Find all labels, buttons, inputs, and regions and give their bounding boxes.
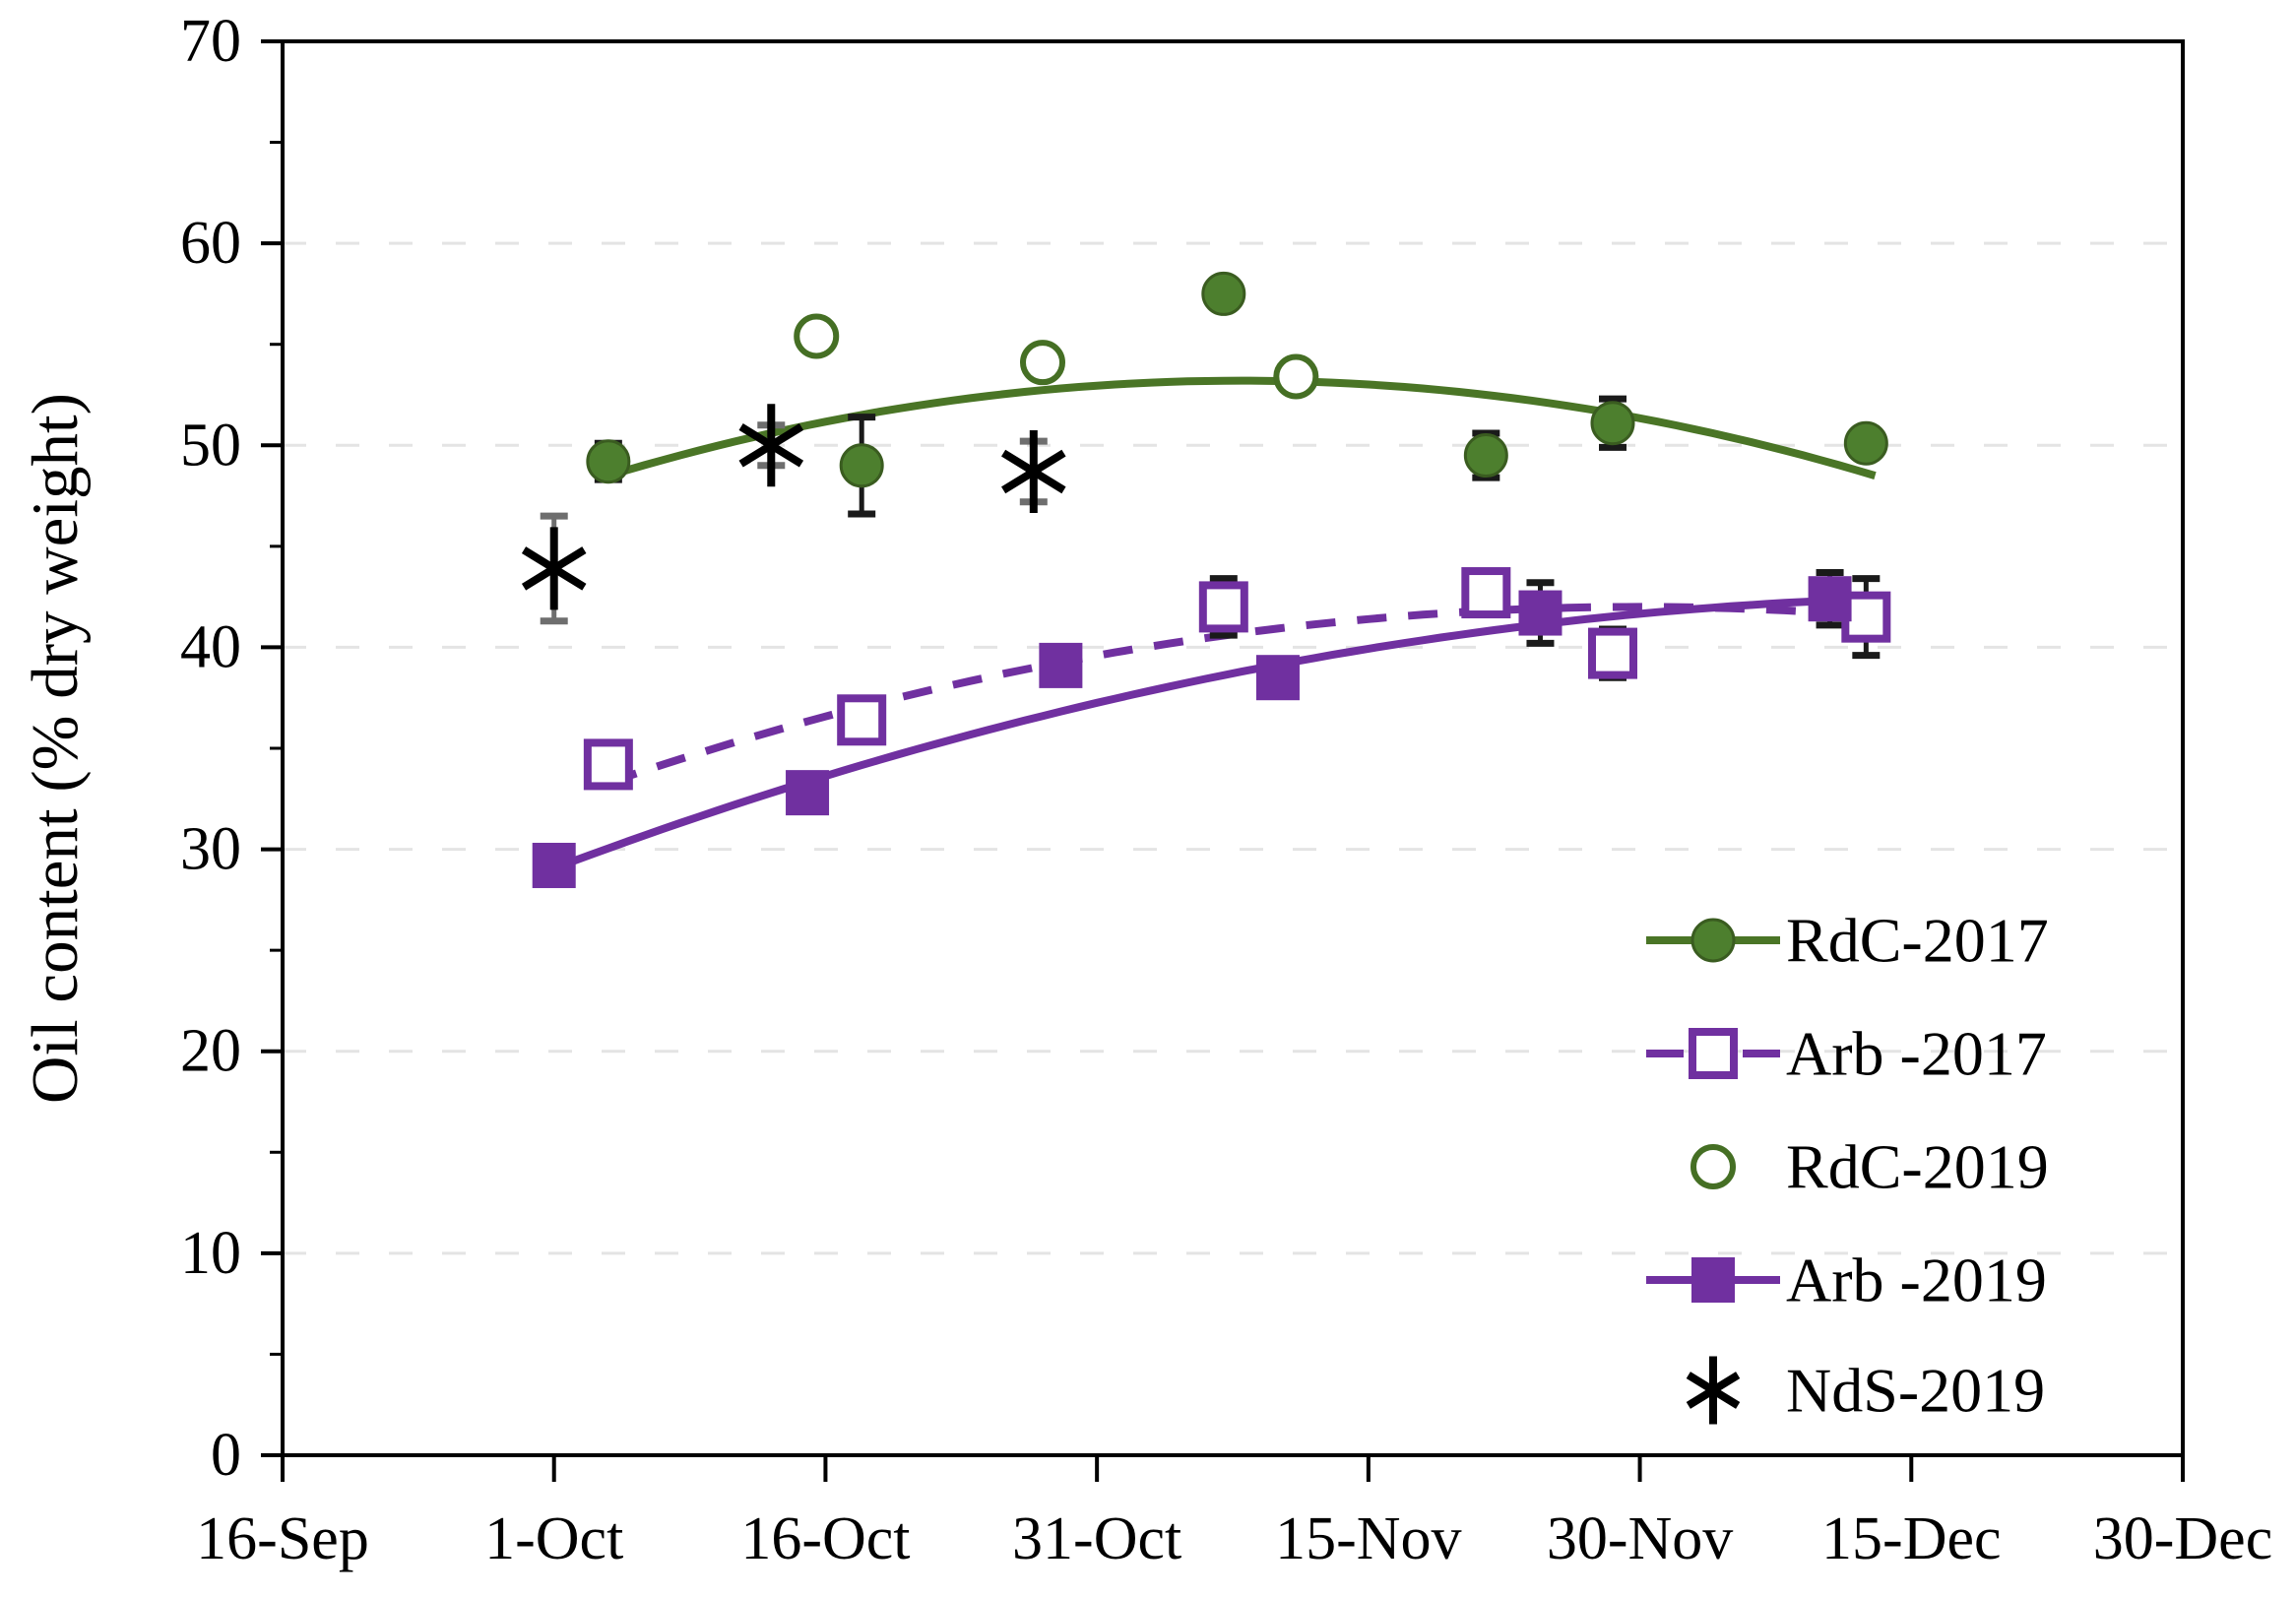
marker-open-square — [1841, 591, 1891, 643]
x-tick-label: 15-Nov — [1275, 1505, 1461, 1572]
marker-asterisk — [1001, 429, 1066, 513]
marker-filled-square — [1808, 576, 1852, 622]
y-tick-label: 10 — [180, 1220, 241, 1287]
marker-asterisk — [521, 527, 587, 610]
marker-filled-square — [1518, 590, 1563, 636]
marker-filled-circle — [1201, 271, 1246, 316]
marker-open-circle — [1690, 1144, 1736, 1189]
marker-asterisk — [1686, 1356, 1741, 1425]
series-NdS-2019 — [521, 404, 1066, 610]
marker-filled-circle — [586, 439, 631, 484]
series-RdC-2017 — [586, 271, 1888, 488]
marker-open-circle — [794, 313, 840, 359]
series-RdC-2019 — [794, 313, 1319, 400]
legend-label: RdC-2019 — [1786, 1132, 2049, 1202]
legend-item-Arb-2017: Arb -2017 — [1646, 1019, 2047, 1089]
y-tick-label: 0 — [211, 1422, 241, 1489]
marker-filled-circle — [1843, 420, 1888, 466]
trend-lines — [552, 376, 1877, 872]
legend-item-RdC-2017: RdC-2017 — [1646, 906, 2049, 976]
x-tick-label: 15-Dec — [1821, 1505, 2001, 1572]
y-axis-title: Oil content (% dry weight) — [19, 393, 92, 1104]
y-axis: 0 10 20 30 40 50 60 70 — [180, 8, 283, 1489]
y-tick-label: 30 — [180, 816, 241, 883]
legend-item-NdS-2019: NdS-2019 — [1686, 1356, 2045, 1426]
gridlines — [283, 241, 2183, 1255]
marker-open-square — [583, 738, 633, 791]
series-Arb-2019 — [532, 576, 1852, 888]
trend-RdC-2017 — [606, 376, 1877, 479]
x-tick-label: 31-Oct — [1012, 1505, 1181, 1572]
marker-filled-square — [532, 842, 576, 888]
legend-item-RdC-2019: RdC-2019 — [1690, 1132, 2049, 1202]
marker-open-square — [1461, 567, 1511, 619]
x-tick-label: 1-Oct — [484, 1505, 623, 1572]
x-tick-label: 16-Oct — [740, 1505, 910, 1572]
trend-Arb-2017 — [606, 603, 1876, 787]
marker-filled-circle — [1690, 918, 1736, 963]
legend-item-Arb-2019: Arb -2019 — [1646, 1246, 2047, 1315]
marker-open-circle — [1020, 340, 1065, 386]
marker-open-square — [1198, 581, 1248, 633]
marker-filled-circle — [1590, 401, 1635, 446]
legend-label: NdS-2019 — [1786, 1356, 2045, 1426]
marker-filled-square — [1039, 642, 1083, 688]
x-tick-label: 30-Nov — [1547, 1505, 1733, 1572]
x-tick-label: 30-Dec — [2093, 1505, 2272, 1572]
y-tick-label: 20 — [180, 1018, 241, 1085]
marker-filled-square — [1255, 655, 1300, 701]
y-tick-label: 40 — [180, 613, 241, 680]
x-tick-label: 16-Sep — [196, 1505, 369, 1572]
marker-open-square — [1588, 627, 1637, 679]
plot-border — [281, 39, 2185, 1457]
y-tick-label: 60 — [180, 210, 241, 277]
legend-label: Arb -2017 — [1786, 1019, 2047, 1089]
series-Arb-2017 — [583, 567, 1891, 791]
legend-label: Arb -2019 — [1786, 1246, 2047, 1315]
data-points — [521, 271, 1891, 888]
marker-filled-square — [1691, 1257, 1735, 1303]
marker-filled-circle — [1463, 433, 1508, 479]
y-tick-label: 70 — [180, 8, 241, 75]
y-tick-label: 50 — [180, 412, 241, 479]
trend-Arb-2019 — [552, 595, 1876, 872]
marker-asterisk — [738, 404, 804, 487]
marker-filled-square — [786, 770, 830, 816]
x-axis: 16-Sep 1-Oct 16-Oct 31-Oct 15-Nov 30-Nov 15-De… — [196, 1455, 2272, 1572]
legend: RdC-2017 Arb -2017 RdC-2019 Arb -2019 NdS-20… — [1646, 906, 2049, 1426]
error-bars — [540, 395, 1881, 738]
marker-open-square — [837, 694, 887, 746]
marker-filled-circle — [839, 443, 884, 488]
legend-label: RdC-2017 — [1786, 906, 2049, 976]
marker-open-square — [1689, 1028, 1738, 1079]
marker-open-circle — [1273, 353, 1319, 400]
